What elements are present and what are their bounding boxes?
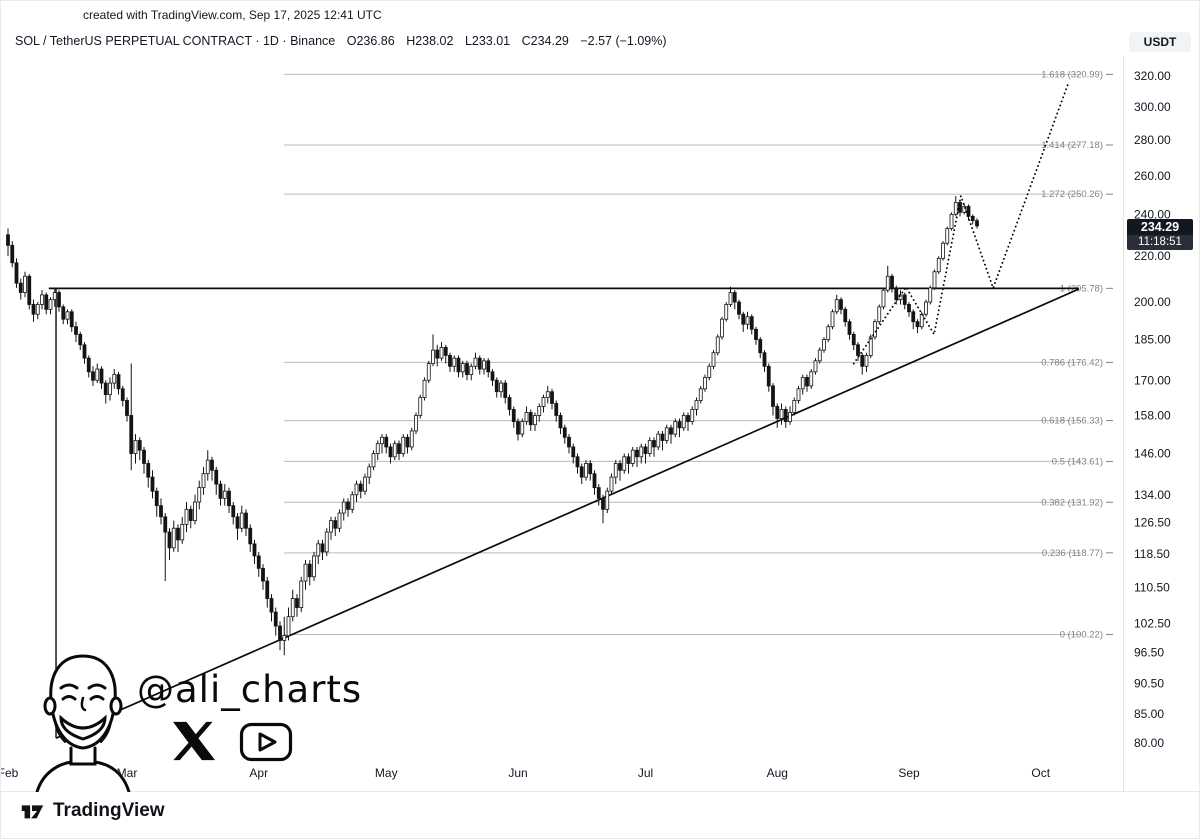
svg-text:Sep: Sep (898, 766, 920, 780)
svg-text:200.00: 200.00 (1134, 295, 1171, 309)
svg-text:146.00: 146.00 (1134, 446, 1171, 460)
svg-text:0.786 (176.42): 0.786 (176.42) (1041, 357, 1103, 368)
svg-text:220.00: 220.00 (1134, 249, 1171, 263)
svg-text:80.00: 80.00 (1134, 736, 1164, 750)
svg-text:280.00: 280.00 (1134, 133, 1171, 147)
svg-text:Apr: Apr (249, 766, 268, 780)
svg-text:1.414 (277.18): 1.414 (277.18) (1041, 140, 1103, 151)
svg-text:1.618 (320.99): 1.618 (320.99) (1041, 69, 1103, 80)
svg-text:0.382 (131.92): 0.382 (131.92) (1041, 497, 1103, 508)
projection-path (852, 81, 1070, 365)
candles-layer (6, 196, 979, 656)
price-axis[interactable]: 320.00 300.00 280.00 260.00 240.00 220.00 200.… (1123, 56, 1172, 791)
candle-countdown: 11:18:51 (1127, 235, 1193, 250)
svg-text:260.00: 260.00 (1134, 169, 1171, 183)
svg-text:185.00: 185.00 (1134, 333, 1171, 347)
svg-text:1.272 (250.26): 1.272 (250.26) (1041, 189, 1103, 200)
ohlc-high: H238.02 (406, 34, 454, 48)
fib-extension-layer: 1.618 (320.99) 1.414 (277.18) 1.272 (250.2… (284, 69, 1113, 641)
svg-text:Feb: Feb (1, 766, 19, 780)
tradingview-brand-text: TradingView (53, 800, 165, 821)
svg-text:110.50: 110.50 (1134, 581, 1170, 595)
ohlc-open: O236.86 (346, 34, 395, 48)
ohlc-low: L233.01 (464, 34, 511, 48)
footer-divider (1, 791, 1199, 792)
svg-text:90.50: 90.50 (1134, 677, 1164, 691)
cartoon-face-icon (35, 654, 131, 792)
ohlc-change: −2.57 (−1.09%) (580, 34, 667, 48)
play-button-icon (239, 722, 293, 762)
tradingview-mark-icon (21, 805, 44, 819)
x-logo-icon (173, 721, 215, 761)
svg-text:300.00: 300.00 (1134, 100, 1171, 114)
svg-text:0.5 (143.61): 0.5 (143.61) (1052, 456, 1103, 467)
svg-text:0.618 (156.33): 0.618 (156.33) (1041, 416, 1103, 427)
ohlc-close: C234.29 (521, 34, 569, 48)
svg-text:320.00: 320.00 (1134, 69, 1171, 83)
svg-text:Oct: Oct (1031, 766, 1050, 780)
symbol-title: SOL / TetherUS PERPETUAL CONTRACT · 1D ·… (15, 34, 336, 48)
watermark: @ali_charts (31, 642, 371, 794)
svg-text:85.00: 85.00 (1134, 707, 1164, 721)
tradingview-logo[interactable]: TradingView (19, 798, 165, 824)
svg-text:0.236 (118.77): 0.236 (118.77) (1042, 548, 1103, 559)
svg-text:134.00: 134.00 (1134, 488, 1171, 502)
svg-text:May: May (375, 766, 398, 780)
svg-text:1 (205.78): 1 (205.78) (1060, 283, 1103, 294)
watermark-handle: @ali_charts (137, 668, 363, 711)
svg-text:240.00: 240.00 (1134, 207, 1171, 221)
svg-text:170.00: 170.00 (1134, 373, 1171, 387)
chart-legend[interactable]: SOL / TetherUS PERPETUAL CONTRACT · 1D ·… (15, 34, 667, 48)
svg-text:96.50: 96.50 (1134, 646, 1164, 660)
svg-text:Jul: Jul (638, 766, 653, 780)
svg-text:126.50: 126.50 (1134, 515, 1171, 529)
currency-button[interactable]: USDT (1129, 32, 1191, 52)
current-price-label: 234.29 (1127, 219, 1193, 235)
svg-text:0 (100.22): 0 (100.22) (1060, 630, 1103, 641)
svg-text:Aug: Aug (767, 766, 788, 780)
svg-text:102.50: 102.50 (1134, 617, 1171, 631)
svg-text:158.00: 158.00 (1134, 408, 1171, 422)
current-price-badge: 234.29 11:18:51 (1127, 219, 1193, 250)
svg-text:118.50: 118.50 (1134, 547, 1170, 561)
created-with-attribution: created with TradingView.com, Sep 17, 20… (83, 8, 382, 22)
svg-text:Jun: Jun (508, 766, 527, 780)
